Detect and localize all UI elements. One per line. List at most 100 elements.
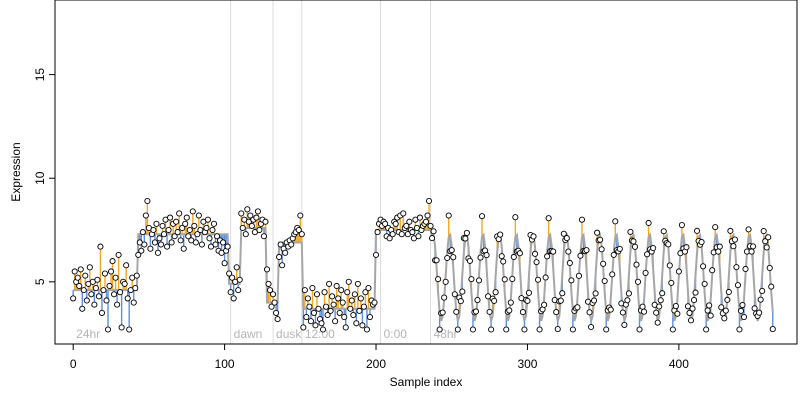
data-point xyxy=(612,218,619,225)
data-point xyxy=(318,320,325,327)
data-point xyxy=(351,291,358,298)
data-point xyxy=(725,288,732,296)
data-point xyxy=(578,216,586,223)
data-point xyxy=(766,264,773,271)
data-point xyxy=(740,314,748,321)
data-point xyxy=(156,235,163,242)
x-tick-label: 200 xyxy=(366,357,386,371)
data-point xyxy=(342,324,349,331)
data-point xyxy=(270,291,277,298)
data-point xyxy=(475,277,483,284)
data-point xyxy=(101,270,109,277)
data-point xyxy=(79,305,86,312)
data-point xyxy=(80,287,87,294)
data-point xyxy=(716,243,723,250)
data-point xyxy=(74,274,81,281)
data-point xyxy=(109,258,116,265)
data-point xyxy=(121,280,128,287)
x-tick-label: 0 xyxy=(70,357,77,371)
data-point xyxy=(282,249,289,256)
data-point xyxy=(192,239,199,246)
data-point xyxy=(616,245,623,252)
data-point xyxy=(164,243,171,250)
data-point xyxy=(321,289,328,296)
data-point xyxy=(335,295,342,302)
data-point xyxy=(759,287,766,294)
data-point xyxy=(362,289,369,296)
data-point xyxy=(167,214,174,221)
data-point xyxy=(516,250,523,257)
data-point xyxy=(751,305,758,312)
data-point xyxy=(507,299,514,306)
data-point xyxy=(700,263,707,270)
data-point xyxy=(444,254,451,262)
data-point xyxy=(760,228,767,235)
data-point xyxy=(586,309,593,316)
data-point xyxy=(592,290,599,297)
data-point xyxy=(94,276,101,283)
data-point xyxy=(198,241,205,248)
y-axis: 5 10 15 xyxy=(33,68,55,285)
data-point xyxy=(295,226,302,234)
data-point xyxy=(247,212,254,219)
data-point xyxy=(600,260,607,267)
data-point xyxy=(439,309,446,316)
data-point xyxy=(86,264,93,271)
data-point xyxy=(277,241,284,248)
data-point xyxy=(273,309,280,316)
data-point xyxy=(625,290,632,297)
data-point xyxy=(168,239,175,246)
region-label: 12:00 xyxy=(305,327,335,341)
data-point xyxy=(262,218,269,225)
data-point xyxy=(588,323,595,331)
data-point xyxy=(97,243,104,250)
data-point xyxy=(303,314,310,321)
data-point xyxy=(104,326,112,333)
data-point xyxy=(501,276,508,283)
data-point xyxy=(441,294,448,301)
data-point xyxy=(111,291,118,298)
data-point xyxy=(650,245,657,252)
data-point xyxy=(333,282,340,290)
data-point xyxy=(353,320,360,327)
data-point xyxy=(694,227,701,234)
data-point xyxy=(238,210,245,217)
data-point xyxy=(503,326,510,333)
data-point xyxy=(142,212,149,219)
data-point xyxy=(173,218,180,225)
data-point xyxy=(150,226,157,234)
data-point xyxy=(730,243,737,250)
data-point xyxy=(189,208,196,215)
data-point xyxy=(304,295,311,302)
data-point xyxy=(668,279,675,286)
data-point xyxy=(506,307,513,314)
data-point xyxy=(341,314,348,321)
data-point xyxy=(641,308,648,315)
data-point xyxy=(474,297,481,304)
data-point xyxy=(300,324,307,331)
data-point xyxy=(763,244,770,251)
data-point xyxy=(634,278,642,285)
data-point xyxy=(545,215,552,222)
data-point xyxy=(253,214,260,221)
data-point xyxy=(76,282,83,290)
data-point xyxy=(639,303,646,310)
data-point xyxy=(757,296,764,303)
data-point xyxy=(492,289,499,296)
data-point xyxy=(386,235,393,242)
data-point xyxy=(687,317,695,324)
data-point xyxy=(357,295,364,302)
data-point xyxy=(350,311,357,319)
data-point xyxy=(468,276,475,283)
data-point xyxy=(594,229,601,236)
data-point xyxy=(624,297,631,304)
data-point xyxy=(313,291,321,298)
data-point xyxy=(736,326,743,333)
data-point xyxy=(319,326,327,333)
data-point xyxy=(450,254,457,261)
data-point xyxy=(472,308,480,315)
data-point xyxy=(254,208,261,215)
data-point xyxy=(138,247,145,254)
data-point xyxy=(718,304,725,311)
data-point xyxy=(686,309,693,316)
